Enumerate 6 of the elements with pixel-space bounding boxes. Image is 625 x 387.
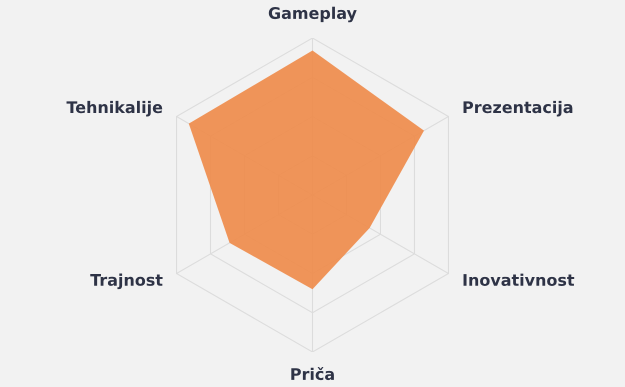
spoke-label: Trajnost <box>90 274 163 290</box>
spoke-label: Inovativnost <box>464 274 574 286</box>
spoke-label: Priča <box>291 367 334 380</box>
spoke-label: Tehnikalije <box>66 100 162 116</box>
spoke-label: Gameplay <box>268 6 357 22</box>
spoke-label: Prezentacija <box>464 100 572 116</box>
